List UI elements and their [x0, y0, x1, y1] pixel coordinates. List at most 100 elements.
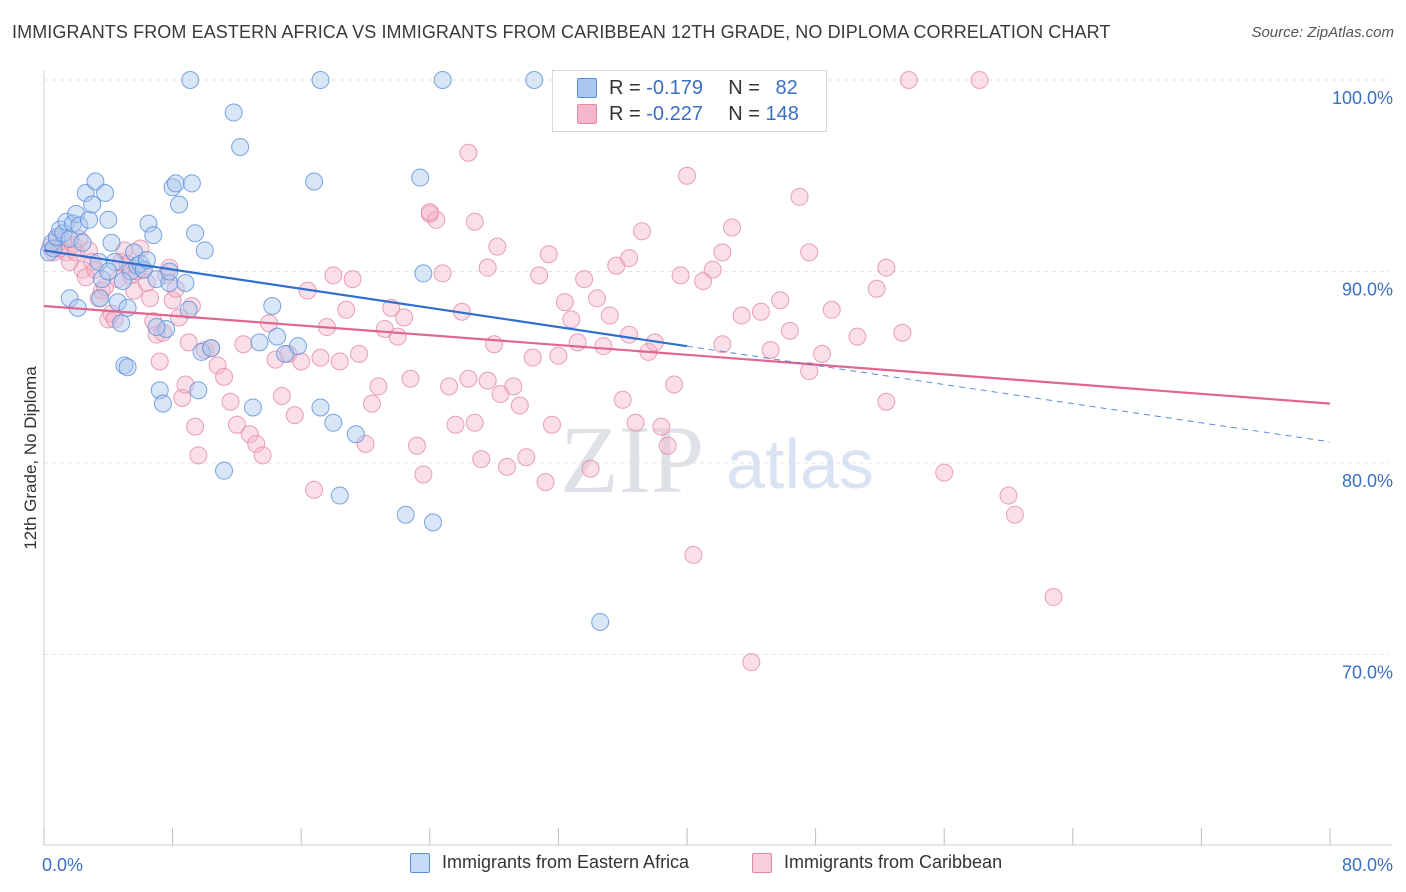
eastern-africa-point	[91, 289, 110, 308]
eastern-africa-trend-extension	[686, 345, 1331, 443]
caribbean-point	[401, 369, 420, 388]
legend-row-blue: R = -0.179 N = 82	[577, 75, 798, 101]
caribbean-point	[195, 341, 214, 360]
grid-lines	[44, 79, 1390, 655]
caribbean-point	[356, 434, 375, 453]
eastern-africa-point	[115, 356, 134, 375]
eastern-africa-point	[118, 358, 137, 377]
caribbean-point	[343, 270, 362, 289]
eastern-africa-point	[396, 505, 415, 524]
series-legend-item-eastern-africa: Immigrants from Eastern Africa	[410, 852, 689, 873]
caribbean-point	[620, 325, 639, 344]
caribbean-point	[179, 333, 198, 352]
legend-r-value: -0.227	[646, 102, 703, 125]
correlation-legend: R = -0.179 N = 82 R = -0.227 N = 148	[552, 70, 827, 132]
eastern-africa-point	[96, 183, 115, 202]
caribbean-point	[459, 369, 478, 388]
caribbean-point	[208, 356, 227, 375]
watermark-zip: ZIP	[560, 406, 704, 513]
eastern-africa-point	[189, 381, 208, 400]
caribbean-point	[751, 302, 770, 321]
eastern-africa-point	[176, 273, 195, 292]
caribbean-point	[102, 304, 121, 323]
caribbean-point	[465, 212, 484, 231]
caribbean-point	[80, 241, 99, 260]
caribbean-point	[575, 270, 594, 289]
eastern-africa-point	[112, 314, 131, 333]
caribbean-point	[253, 446, 272, 465]
caribbean-point	[292, 352, 311, 371]
caribbean-point	[395, 308, 414, 327]
caribbean-point	[350, 344, 369, 363]
caribbean-point	[899, 71, 918, 89]
caribbean-point	[488, 237, 507, 256]
series-swatch-blue	[410, 852, 430, 873]
caribbean-point	[581, 459, 600, 478]
caribbean-point	[440, 377, 459, 396]
caribbean-point	[221, 392, 240, 411]
series-swatch-pink	[752, 852, 772, 873]
caribbean-point	[678, 166, 696, 185]
legend-r-value: -0.179	[646, 76, 703, 99]
eastern-africa-point	[147, 318, 166, 337]
caribbean-point	[771, 291, 790, 310]
caribbean-point	[362, 394, 381, 413]
eastern-africa-point	[160, 262, 179, 281]
caribbean-point	[510, 396, 529, 415]
caribbean-point	[189, 446, 208, 465]
caribbean-point	[1044, 588, 1063, 607]
eastern-africa-point	[83, 195, 102, 214]
caribbean-point	[694, 272, 713, 291]
caribbean-point	[542, 415, 561, 434]
eastern-africa-point	[99, 262, 118, 281]
caribbean-point	[893, 323, 912, 342]
series-legend-item-caribbean: Immigrants from Caribbean	[752, 852, 1002, 873]
caribbean-point	[433, 264, 452, 283]
source-credit: Source: ZipAtlas.com	[1251, 24, 1394, 41]
eastern-africa-point	[305, 172, 324, 191]
caribbean-point	[420, 203, 439, 222]
legend-n-label: N =	[728, 76, 760, 99]
caribbean-point	[530, 266, 549, 285]
caribbean-point	[935, 463, 954, 482]
caribbean-point	[311, 348, 330, 367]
eastern-africa-point	[181, 71, 200, 89]
caribbean-point	[713, 243, 732, 262]
caribbean-trend-line	[43, 304, 1331, 405]
caribbean-point	[742, 653, 761, 672]
caribbean-point	[555, 293, 574, 312]
caribbean-point	[848, 327, 867, 346]
legend-r-label: R =	[609, 102, 641, 125]
eastern-africa-point	[414, 264, 433, 283]
caribbean-point	[761, 341, 780, 360]
caribbean-point	[485, 335, 504, 354]
caribbean-point	[562, 310, 581, 329]
caribbean-point	[427, 210, 446, 229]
eastern-africa-point	[250, 333, 269, 352]
caribbean-point	[369, 377, 388, 396]
caribbean-point	[478, 371, 497, 390]
caribbean-point	[549, 346, 568, 365]
legend-swatch-pink	[577, 104, 597, 124]
legend-row-pink: R = -0.227 N = 148	[577, 101, 799, 127]
eastern-africa-point	[231, 138, 250, 157]
legend-n-label: N =	[728, 102, 760, 125]
caribbean-point	[652, 417, 671, 436]
caribbean-point	[713, 335, 732, 354]
eastern-africa-point	[424, 513, 443, 532]
legend-swatch-blue	[577, 78, 597, 98]
caribbean-point	[867, 279, 886, 298]
eastern-africa-point	[102, 233, 121, 252]
eastern-africa-point	[263, 296, 282, 315]
eastern-africa-point	[113, 272, 132, 291]
caribbean-point	[163, 291, 182, 310]
eastern-africa-point	[324, 413, 343, 432]
eastern-africa-point	[186, 224, 205, 243]
eastern-africa-point	[433, 71, 452, 89]
eastern-africa-point	[139, 214, 158, 233]
caribbean-point	[999, 486, 1018, 505]
eastern-africa-point	[192, 342, 211, 361]
x-tick-label: 0.0%	[42, 855, 83, 875]
caribbean-point	[472, 450, 491, 469]
x-tick-label: 80.0%	[1342, 855, 1393, 875]
